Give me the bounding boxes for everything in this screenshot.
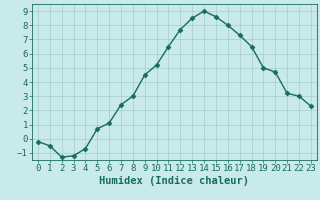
- X-axis label: Humidex (Indice chaleur): Humidex (Indice chaleur): [100, 176, 249, 186]
